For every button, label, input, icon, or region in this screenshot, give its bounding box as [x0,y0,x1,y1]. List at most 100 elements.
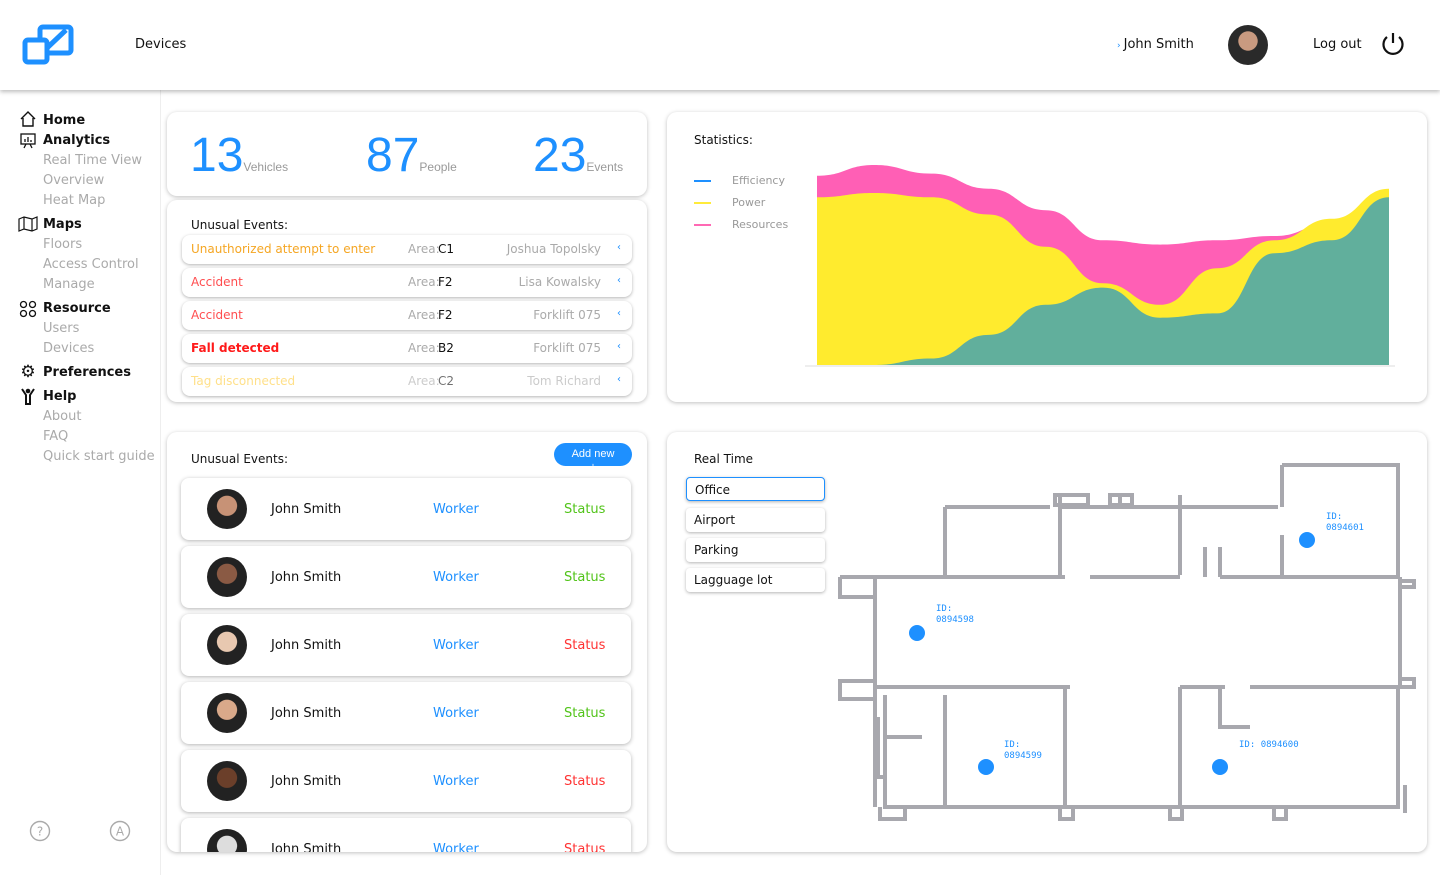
tag-id-label: ID: [1004,740,1021,750]
gear-icon: ⚙ [20,362,36,382]
legend-efficiency: Efficiency [694,174,785,187]
area-chart [805,165,1395,367]
tag-label: ID: 0894600 [1239,740,1319,751]
area-label: Area: [408,242,440,256]
user-name: John Smith [1123,37,1194,52]
power-icon[interactable] [1380,31,1406,57]
event-type: Accident [191,308,243,322]
logo-icon[interactable] [22,24,74,66]
person-status: Status [564,502,606,517]
person-role[interactable]: Worker [433,638,479,653]
person-status: Status [564,638,606,653]
tag-id-label: ID: [936,604,953,614]
area-value: F2 [438,275,453,289]
sidebar-item-manage[interactable]: Manage [43,277,95,292]
sidebar-item-faq[interactable]: FAQ [43,429,69,444]
legend-resources: Resources [694,218,788,231]
person-row[interactable]: John Smith Worker Status [181,682,631,744]
svg-text:?: ? [37,825,43,839]
vehicles-count: 13Vehicles [190,129,289,182]
sidebar-item-preferences[interactable]: Preferences [43,365,131,380]
location-lagguage-lot[interactable]: Lagguage lot [686,568,825,592]
tag-id: 0894598 [936,615,974,625]
person-name: John Smith [271,638,342,653]
person-role[interactable]: Worker [433,774,479,789]
event-row[interactable]: Tag disconnected Area: C2 Tom Richard ‹ [182,367,632,396]
chevron-left-icon[interactable]: ‹ [617,275,621,286]
person-role[interactable]: Worker [433,842,479,852]
tag-label: ID: 0894599 [1004,740,1049,762]
tag-marker[interactable] [1212,759,1228,775]
sidebar-item-floors[interactable]: Floors [43,237,83,252]
person-name: John Smith [271,706,342,721]
event-row[interactable]: Accident Area: F2 Lisa Kowalsky ‹ [182,268,632,297]
sidebar-item-real-time-view[interactable]: Real Time View [43,153,142,168]
home-icon [18,110,38,132]
avatar [207,489,247,529]
sidebar: Home Analytics Real Time View Overview H… [0,90,161,875]
person-row[interactable]: John Smith Worker Status [181,614,631,676]
chevron-left-icon[interactable]: ‹ [617,374,621,385]
event-row[interactable]: Fall detected Area: B2 Forklift 075 ‹ [182,334,632,363]
person-role[interactable]: Worker [433,502,479,517]
event-subject: Tom Richard [527,374,601,388]
add-new-button[interactable]: Add new ＋ [554,443,632,475]
person-row[interactable]: John Smith Worker Status [181,546,631,608]
chevron-left-icon[interactable]: ‹ [617,242,621,253]
person-status: Status [564,570,606,585]
event-row[interactable]: Unauthorized attempt to enter Area: C1 J… [182,235,632,264]
sidebar-item-quick-start-guide[interactable]: Quick start guide [43,449,155,464]
avatar [207,829,247,852]
summary-card [167,112,647,196]
floor-plan[interactable] [830,455,1420,830]
location-office[interactable]: Office [686,477,825,501]
sidebar-item-resource[interactable]: Resource [43,301,111,316]
event-type: Fall detected [191,341,280,355]
sidebar-item-users[interactable]: Users [43,321,80,336]
map-icon [18,216,38,236]
chevron-left-icon[interactable]: ‹ [617,341,621,352]
logout-button[interactable]: Log out [1313,37,1362,52]
chevron-left-icon[interactable]: ‹ [617,308,621,319]
people-list[interactable]: John Smith Worker Status John Smith Work… [167,470,647,852]
chevron-icon: › [1117,41,1121,51]
people-count: 87People [366,129,457,182]
event-row[interactable]: Accident Area: F2 Forklift 075 ‹ [182,301,632,330]
sidebar-item-overview[interactable]: Overview [43,173,105,188]
sidebar-item-about[interactable]: About [43,409,82,424]
tag-marker[interactable] [978,759,994,775]
sidebar-item-heat-map[interactable]: Heat Map [43,193,106,208]
page-title: Devices [135,37,187,52]
person-name: John Smith [271,570,342,585]
tag-marker[interactable] [909,625,925,641]
location-parking[interactable]: Parking [686,538,825,562]
people-title: Unusual Events: [191,452,289,466]
area-value: C2 [438,374,455,388]
location-airport[interactable]: Airport [686,508,825,532]
area-value: B2 [438,341,454,355]
person-role[interactable]: Worker [433,706,479,721]
person-status: Status [564,774,606,789]
person-row[interactable]: John Smith Worker Status [181,478,631,540]
tag-marker[interactable] [1299,532,1315,548]
user-menu[interactable]: › John Smith [1117,37,1194,52]
accessibility-icon[interactable]: A [109,820,131,842]
sidebar-item-maps[interactable]: Maps [43,217,82,232]
sidebar-item-access-control[interactable]: Access Control [43,257,139,272]
event-subject: Forklift 075 [533,308,601,322]
person-help-icon [18,388,38,409]
legend-power: Power [694,196,765,209]
sidebar-item-home[interactable]: Home [43,113,86,128]
events-title: Unusual Events: [191,218,289,232]
event-subject: Forklift 075 [533,341,601,355]
help-icon[interactable]: ? [29,820,51,842]
sidebar-item-help[interactable]: Help [43,389,77,404]
person-role[interactable]: Worker [433,570,479,585]
avatar[interactable] [1228,25,1268,65]
person-name: John Smith [271,502,342,517]
sidebar-item-devices[interactable]: Devices [43,341,95,356]
person-row[interactable]: John Smith Worker Status [181,750,631,812]
sidebar-item-analytics[interactable]: Analytics [43,133,111,148]
person-row[interactable]: John Smith Worker Status [181,818,631,852]
event-subject: Lisa Kowalsky [518,275,601,289]
